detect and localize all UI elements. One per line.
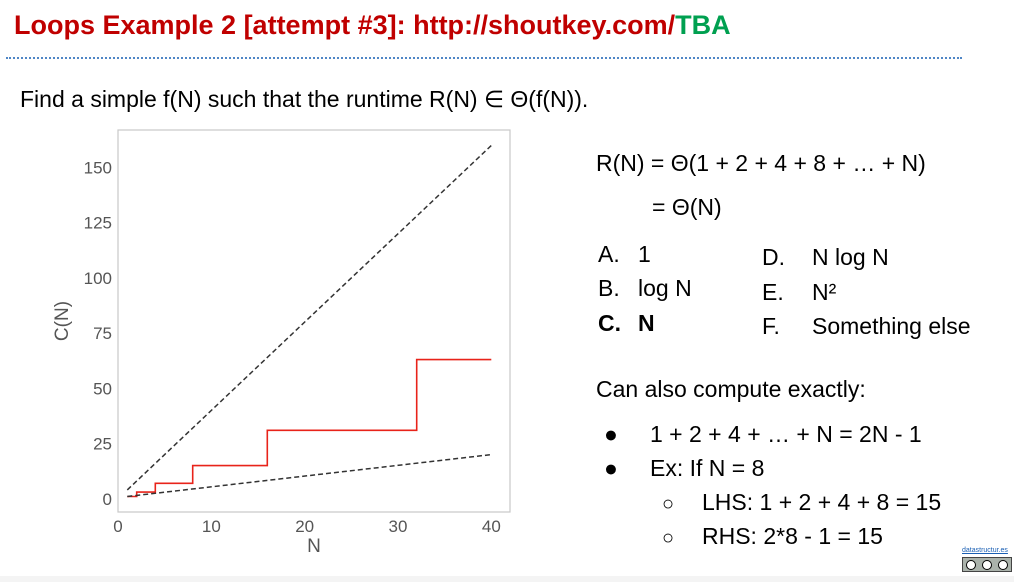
option-letter: A.: [598, 241, 620, 267]
option-text: N: [638, 310, 655, 336]
option-text: N log N: [812, 244, 889, 270]
slide-title: Loops Example 2 [attempt #3]: http://sho…: [14, 10, 731, 41]
x-tick-label: 10: [202, 517, 221, 536]
sub-bullet-icon: ○: [662, 527, 675, 549]
exact-heading: Can also compute exactly:: [596, 376, 866, 402]
runtime-step-line: [127, 358, 492, 498]
title-highlight: TBA: [675, 10, 731, 40]
option-c-answer: C. N: [598, 310, 655, 337]
x-tick-label: 40: [482, 517, 501, 536]
sub-bullet-icon: ○: [662, 493, 675, 515]
sub-bullet-text: LHS: 1 + 2 + 4 + 8 = 15: [702, 489, 942, 515]
plot-frame: [117, 129, 511, 513]
footer-bar: [0, 576, 1014, 582]
y-tick-label: 50: [93, 379, 112, 398]
y-tick-label: 75: [93, 324, 112, 343]
bullet-text: Ex: If N = 8: [650, 455, 765, 481]
cc-license-icon: [962, 557, 1012, 572]
option-e: E. N²: [762, 279, 836, 306]
title-divider: [6, 57, 962, 59]
option-letter: F.: [762, 313, 780, 339]
y-axis-label: C(N): [52, 301, 73, 341]
option-b: B. log N: [598, 275, 692, 302]
reference-dashed-line-1: [126, 144, 492, 491]
option-d: D. N log N: [762, 244, 889, 271]
y-tick-label: 25: [93, 435, 112, 454]
bullet-icon: ●: [604, 421, 618, 447]
chart-svg: 0 10 20 30 40 0 25 50 75 100 125 150 N C(N): [52, 129, 511, 557]
y-tick-label: 150: [84, 159, 112, 178]
x-tick-label: 0: [113, 517, 122, 536]
sub-bullet-item: ○ LHS: 1 + 2 + 4 + 8 = 15: [662, 489, 941, 516]
bullet-item: ● Ex: If N = 8: [604, 455, 764, 482]
option-letter: E.: [762, 279, 784, 305]
x-tick-label: 30: [389, 517, 408, 536]
y-tick-label: 100: [84, 269, 112, 288]
option-text: Something else: [812, 313, 971, 339]
option-text: 1: [638, 241, 651, 267]
bullet-item: ● 1 + 2 + 4 + … + N = 2N - 1: [604, 421, 922, 448]
y-tick-label: 125: [84, 214, 112, 233]
option-text: N²: [812, 279, 837, 305]
x-tick-label: 20: [295, 517, 314, 536]
bullet-icon: ●: [604, 455, 618, 481]
title-text: Loops Example 2 [attempt #3]: http://sho…: [14, 10, 676, 40]
equation-line-2: = Θ(N): [652, 194, 722, 220]
x-axis-label: N: [307, 536, 321, 557]
sub-bullet-text: RHS: 2*8 - 1 = 15: [702, 523, 883, 549]
reference-dashed-line-2: [127, 453, 492, 498]
equation-line-1: R(N) = Θ(1 + 2 + 4 + 8 + … + N): [596, 150, 926, 176]
credit-link[interactable]: datastructur.es: [962, 547, 1008, 554]
option-letter: C.: [598, 310, 621, 336]
bullet-text: 1 + 2 + 4 + … + N = 2N - 1: [650, 421, 922, 447]
option-f: F. Something else: [762, 313, 971, 340]
option-letter: D.: [762, 244, 785, 270]
sub-bullet-item: ○ RHS: 2*8 - 1 = 15: [662, 523, 883, 550]
runtime-chart: 0 10 20 30 40 0 25 50 75 100 125 150 N C(N): [44, 122, 524, 567]
y-tick-label: 0: [103, 490, 112, 509]
option-text: log N: [638, 275, 692, 301]
option-letter: B.: [598, 275, 620, 301]
option-a: A. 1: [598, 241, 651, 268]
question-prompt: Find a simple f(N) such that the runtime…: [20, 86, 589, 112]
